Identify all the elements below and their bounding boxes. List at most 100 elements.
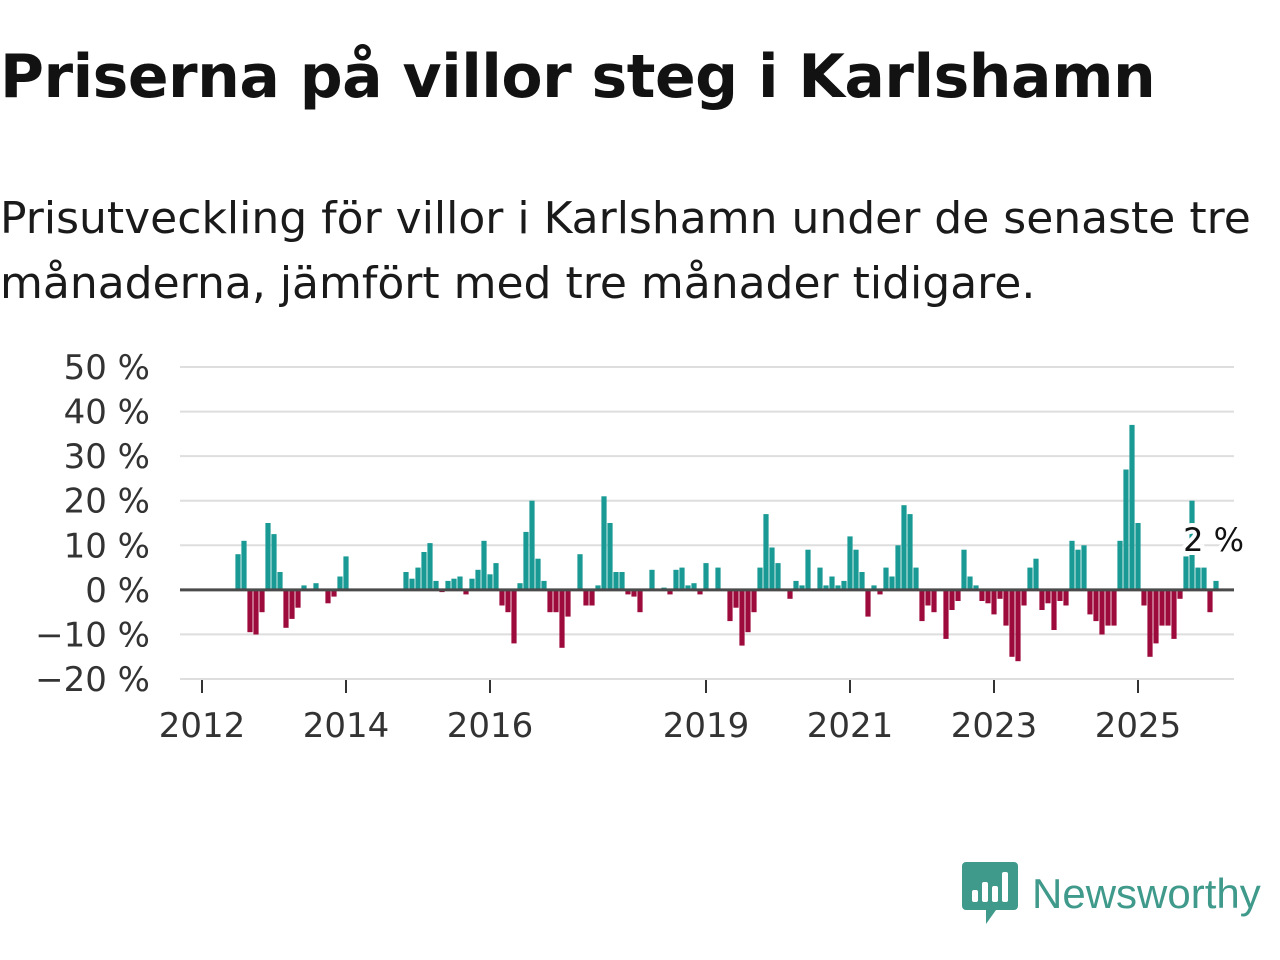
bar — [1207, 589, 1213, 613]
bar — [775, 563, 781, 590]
bar — [847, 536, 853, 590]
bar — [313, 583, 319, 590]
bar — [343, 556, 349, 590]
bar — [985, 589, 991, 604]
price-change-chart: 50 %40 %30 %20 %10 %0 %−10 %−20 % 2012 20… — [35, 348, 1248, 746]
x-tick-label: 2014 — [303, 706, 390, 746]
bar — [241, 540, 247, 590]
bar — [751, 589, 757, 613]
bar — [451, 578, 457, 590]
bar — [577, 554, 583, 590]
bar — [817, 567, 823, 590]
bar — [1189, 500, 1195, 590]
y-tick-label: 10 % — [64, 526, 150, 566]
bar — [679, 567, 685, 590]
bar — [565, 589, 571, 617]
bar — [583, 589, 589, 606]
bar — [991, 589, 997, 615]
bar — [1135, 523, 1141, 590]
bar — [277, 572, 283, 590]
x-tick-label: 2021 — [807, 706, 894, 746]
bar — [1069, 540, 1075, 590]
newsworthy-logo: Newsworthy — [962, 862, 1261, 926]
bar — [979, 589, 985, 601]
bar — [799, 585, 805, 590]
bar — [253, 589, 259, 635]
bar — [823, 585, 829, 590]
bar — [1009, 589, 1015, 657]
bar — [1159, 589, 1165, 626]
bar — [1183, 556, 1189, 590]
bar — [541, 580, 547, 590]
bar — [247, 589, 253, 633]
bar — [481, 540, 487, 590]
last-value-annotation: 2 % — [1179, 517, 1248, 563]
bar — [715, 567, 721, 590]
bar — [691, 583, 697, 590]
bar — [295, 589, 301, 608]
bar — [973, 585, 979, 590]
bar — [1057, 589, 1063, 601]
y-tick-label: 40 % — [64, 393, 150, 433]
bar — [499, 589, 505, 606]
bar — [925, 589, 931, 606]
chart-subtitle: Prisutveckling för villor i Karlshamn un… — [0, 193, 1251, 309]
bar — [649, 569, 655, 590]
bar — [505, 589, 511, 613]
y-axis-labels: 50 % 40 %30 % 20 %10 % 0 %−10 % −20 % — [35, 348, 150, 700]
bar — [907, 514, 913, 590]
bar — [1213, 580, 1219, 590]
bar — [403, 572, 409, 590]
bar — [265, 523, 271, 590]
bar — [919, 589, 925, 622]
bar — [601, 496, 607, 590]
bar — [955, 589, 961, 601]
bar — [913, 567, 919, 590]
bar — [859, 572, 865, 590]
bar — [703, 563, 709, 590]
bar — [673, 569, 679, 590]
bar — [871, 585, 877, 590]
x-tick-label: 2012 — [159, 706, 246, 746]
bar — [1045, 589, 1051, 604]
bar — [415, 567, 421, 590]
bar — [757, 567, 763, 590]
bar — [325, 589, 331, 604]
bar — [1165, 589, 1171, 626]
bar — [1117, 540, 1123, 590]
bar — [1021, 589, 1027, 606]
newsworthy-logo-text: Newsworthy — [1032, 870, 1261, 917]
bar — [1039, 589, 1045, 610]
bar — [967, 576, 973, 590]
bar — [289, 589, 295, 619]
bar — [901, 505, 907, 590]
bar — [283, 589, 289, 628]
bar — [1081, 545, 1087, 590]
bar — [493, 563, 499, 590]
bar — [1201, 567, 1207, 590]
bar — [793, 580, 799, 590]
x-tick-label: 2023 — [951, 706, 1038, 746]
bar — [517, 583, 523, 590]
x-axis: 2012 2014 2016 2019 2021 2023 2025 — [159, 680, 1181, 746]
bar — [259, 589, 265, 613]
bar — [511, 589, 517, 644]
bar — [1105, 589, 1111, 626]
bar — [685, 585, 691, 590]
bar — [763, 514, 769, 590]
bar — [1111, 589, 1117, 626]
bar — [1153, 589, 1159, 644]
bar — [595, 585, 601, 590]
bar — [835, 585, 841, 590]
bars — [235, 424, 1219, 662]
bar — [433, 580, 439, 590]
bar — [235, 554, 241, 590]
bar — [337, 576, 343, 590]
bar — [1123, 469, 1129, 590]
bar — [427, 543, 433, 590]
bar — [805, 549, 811, 590]
bar — [559, 589, 565, 648]
bar — [697, 589, 703, 595]
bar — [1075, 549, 1081, 590]
bar — [769, 547, 775, 590]
